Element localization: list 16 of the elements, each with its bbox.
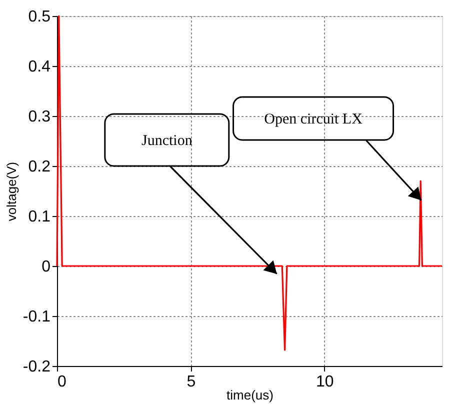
y-tick-label: 0.3	[28, 108, 51, 126]
annotation: Open circuit LX	[264, 112, 363, 128]
line-series	[56, 15, 443, 351]
annotation: Junction	[141, 133, 193, 149]
y-tick-label: 0.2	[28, 158, 51, 176]
x-axis-title: time(us)	[226, 388, 274, 402]
y-tick-label: -0.1	[22, 308, 51, 326]
y-axis-title: voltage(V)	[4, 162, 19, 222]
y-tick-label: 0.5	[28, 8, 51, 26]
y-tick-label: -0.2	[22, 358, 51, 376]
x-tick-label: 5	[186, 374, 196, 390]
x-tick-label: 0	[58, 374, 66, 390]
y-tick-label: 0.1	[28, 208, 51, 226]
y-tick-label: 0	[42, 258, 51, 276]
y-tick-label: 0.4	[28, 58, 51, 76]
x-tick-label: 10	[316, 374, 334, 390]
